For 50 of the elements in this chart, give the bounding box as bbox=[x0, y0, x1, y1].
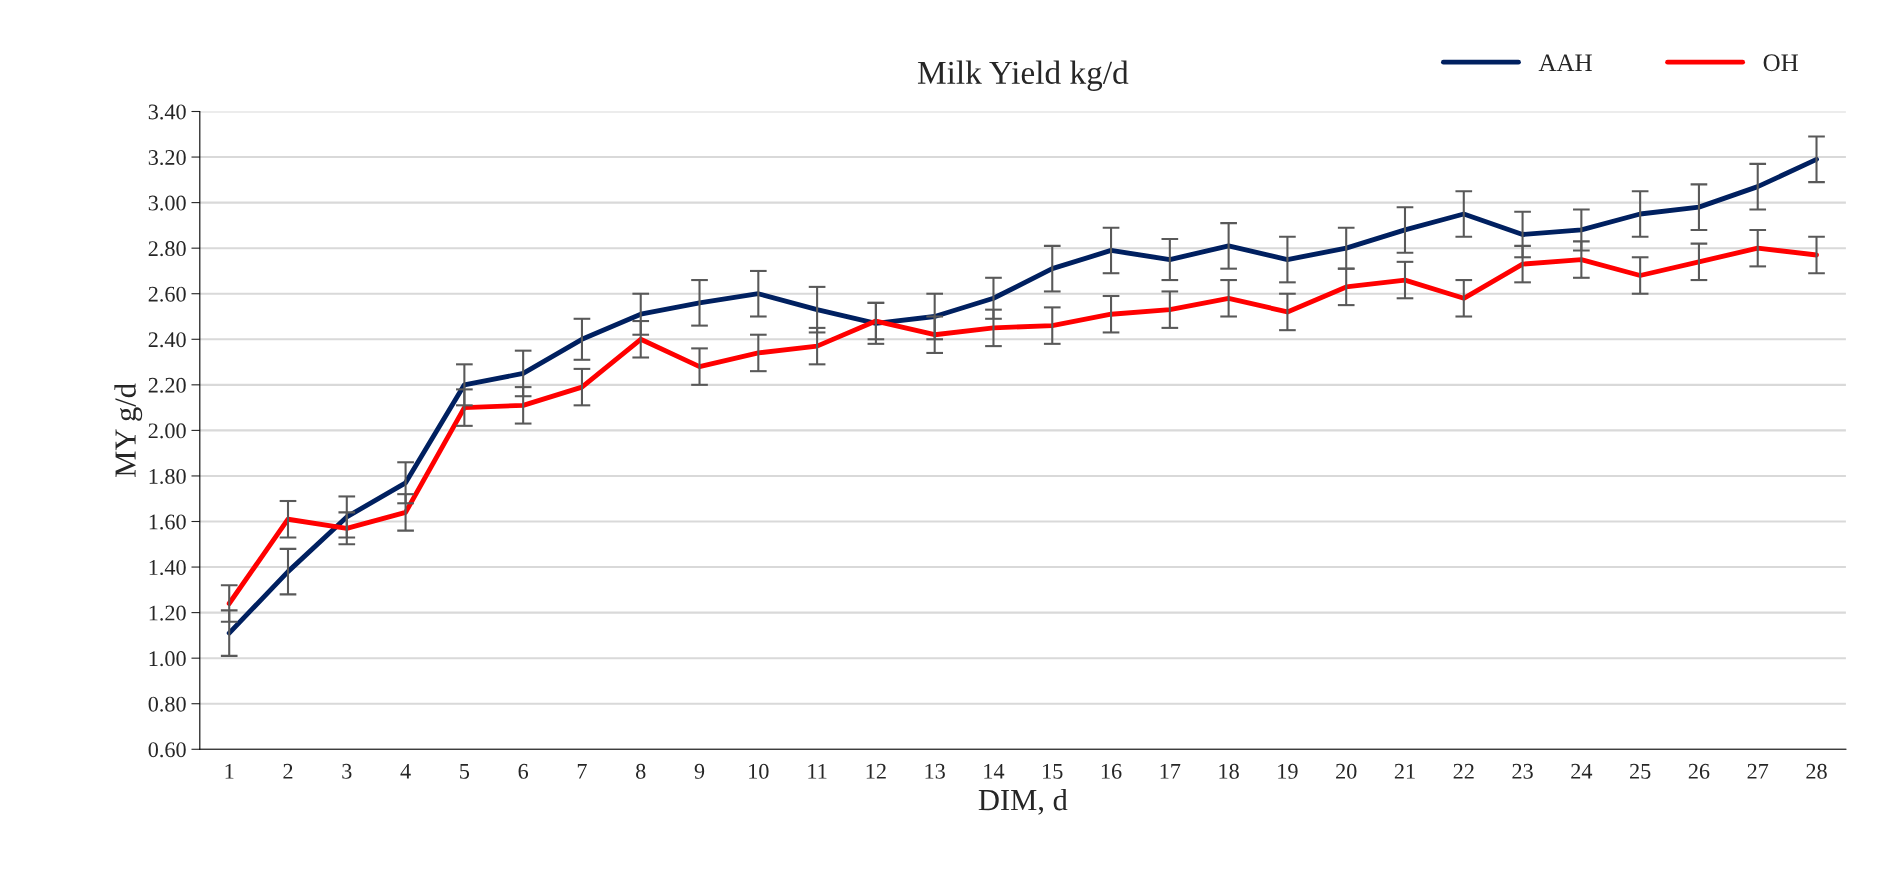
x-tick-label: 14 bbox=[984, 763, 1005, 779]
x-tick-label: 24 bbox=[1571, 763, 1593, 779]
x-tick-label: 9 bbox=[694, 763, 705, 779]
y-tick-label: 3.00 bbox=[148, 195, 186, 211]
legend-label: AAH bbox=[1538, 54, 1592, 71]
x-tick-label: 27 bbox=[1747, 763, 1769, 779]
x-tick-label: 6 bbox=[518, 763, 529, 779]
x-tick-label: 18 bbox=[1219, 763, 1239, 779]
y-tick-label: 2.20 bbox=[148, 377, 186, 393]
x-tick-label: 4 bbox=[400, 763, 411, 779]
x-tick-label: 3 bbox=[342, 763, 352, 779]
y-tick-label: 2.60 bbox=[148, 286, 186, 302]
x-tick-label: 26 bbox=[1688, 763, 1710, 779]
y-tick-label: 3.20 bbox=[148, 149, 186, 166]
chart-title: Milk Yield kg/d bbox=[917, 60, 1129, 91]
y-tick-label: 1.60 bbox=[149, 514, 186, 530]
x-tick-label: 17 bbox=[1160, 763, 1181, 779]
line-series bbox=[226, 245, 1819, 606]
y-tick-label: 3.40 bbox=[148, 104, 186, 120]
x-tick-label: 1 bbox=[225, 763, 234, 779]
x-tick-label: 19 bbox=[1278, 763, 1298, 779]
x-tick-label: 12 bbox=[866, 763, 886, 779]
x-tick-label: 11 bbox=[808, 763, 827, 779]
x-tick-label: 22 bbox=[1453, 763, 1474, 779]
x-axis-title: DIM, d bbox=[978, 788, 1068, 815]
line-series bbox=[226, 156, 1819, 636]
y-tick-label: 2.40 bbox=[148, 332, 186, 348]
x-tick-label: 8 bbox=[636, 763, 646, 779]
y-tick-label: 0.80 bbox=[148, 696, 186, 712]
y-tick-label: 1.40 bbox=[149, 559, 186, 576]
x-tick-label: 28 bbox=[1806, 763, 1827, 779]
y-tick-label: 2.80 bbox=[148, 241, 186, 257]
x-tick-label: 7 bbox=[577, 764, 587, 779]
x-tick-label: 23 bbox=[1512, 763, 1533, 779]
x-tick-label: 15 bbox=[1043, 763, 1063, 779]
x-tick-label: 2 bbox=[283, 763, 293, 779]
y-axis-title: MY g/d bbox=[114, 383, 143, 477]
x-tick-label: 21 bbox=[1394, 763, 1415, 779]
y-tick-label: 1.20 bbox=[149, 605, 186, 621]
x-tick-label: 16 bbox=[1101, 763, 1122, 779]
legend-label: OH bbox=[1763, 54, 1798, 72]
x-tick-label: 10 bbox=[749, 763, 769, 779]
y-tick-label: 0.60 bbox=[148, 742, 186, 758]
y-tick-label: 1.80 bbox=[149, 468, 186, 484]
x-tick-label: 5 bbox=[460, 764, 470, 779]
y-tick-label: 1.00 bbox=[149, 651, 186, 667]
x-tick-label: 20 bbox=[1336, 763, 1357, 779]
x-tick-label: 25 bbox=[1630, 763, 1651, 779]
x-tick-label: 13 bbox=[925, 763, 945, 779]
y-tick-label: 2.00 bbox=[148, 423, 186, 439]
